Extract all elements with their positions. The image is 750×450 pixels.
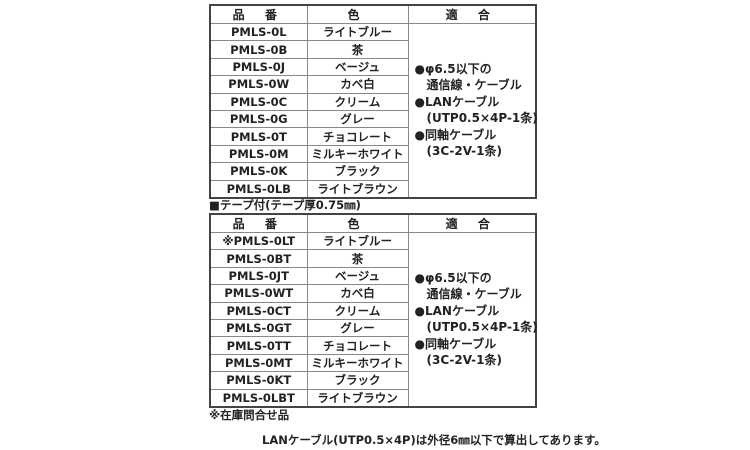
header-color: 色 [306, 4, 409, 24]
compatibility-line: ●φ6.5以下の [414, 270, 492, 285]
compatibility-line: (3C-2V-1条) [414, 353, 502, 368]
header-color: 色 [306, 213, 409, 233]
compatibility-line: 通信線・ケーブル [414, 287, 522, 302]
product-code: PMLS-0WT [209, 284, 308, 303]
product-color: クリーム [306, 92, 409, 111]
table-row: PMLS-0LBT ライトブラウン [209, 388, 536, 408]
table-row: PMLS-0WT カベ白 [209, 284, 536, 303]
product-color: 茶 [306, 249, 409, 268]
product-color: ミルキーホワイト [306, 353, 409, 373]
compatibility-line: (UTP0.5×4P-1条) [414, 320, 538, 335]
table-row: PMLS-0C クリーム [209, 92, 536, 111]
product-code: PMLS-0J [209, 57, 308, 77]
product-color: カベ白 [306, 284, 409, 303]
product-code: PMLS-0C [209, 92, 308, 111]
product-color: クリーム [306, 301, 409, 320]
product-color: ライトブラウン [306, 388, 409, 408]
table-row: PMLS-0K ブラック [209, 162, 536, 181]
compatibility-line: ●LANケーブル [414, 94, 500, 109]
product-code: PMLS-0L [209, 22, 308, 42]
compatibility-line: ●φ6.5以下の [414, 61, 492, 76]
compatibility-line: (UTP0.5×4P-1条) [414, 111, 538, 126]
product-color: ミルキーホワイト [306, 144, 409, 164]
compatibility-cell: ●φ6.5以下の 通信線・ケーブル ●LANケーブル (UTP0.5×4P-1条)… [407, 22, 538, 199]
table-row: PMLS-0CT クリーム [209, 301, 536, 320]
tape-caption: ■テープ付(テープ厚0.75㎜) [209, 198, 361, 212]
lan-note: LANケーブル(UTP0.5×4P)は外径6㎜以下で算出してあります。 [262, 433, 606, 447]
product-color: グレー [306, 318, 409, 338]
table-row: PMLS-0T チョコレート [209, 127, 536, 146]
product-code: PMLS-0JT [209, 266, 308, 286]
product-table-tape: 品 番 色 適 合 ※PMLS-0LT ライトブルー ●φ6.5以下の 通信線・ケー… [209, 213, 538, 408]
table-row: PMLS-0MT ミルキーホワイト [209, 353, 536, 373]
product-color: チョコレート [306, 127, 409, 146]
product-table-standard: 品 番 色 適 合 PMLS-0L ライトブルー ●φ6.5以下の 通信線・ケーブル… [209, 4, 538, 199]
table-row: PMLS-0G グレー [209, 109, 536, 129]
product-color: ベージュ [306, 266, 409, 286]
product-color: チョコレート [306, 336, 409, 355]
product-code: PMLS-0M [209, 144, 308, 164]
compatibility-cell: ●φ6.5以下の 通信線・ケーブル ●LANケーブル (UTP0.5×4P-1条)… [407, 231, 538, 408]
header-fit: 適 合 [407, 213, 537, 233]
table-row: PMLS-0TT チョコレート [209, 336, 536, 355]
product-code: PMLS-0T [209, 127, 308, 146]
compatibility-line: 通信線・ケーブル [414, 78, 522, 93]
compatibility-line: ●同軸ケーブル [414, 127, 497, 142]
product-code: PMLS-0CT [209, 301, 308, 320]
product-color: グレー [306, 109, 409, 129]
compatibility-line: ●LANケーブル [414, 303, 500, 318]
product-code: PMLS-0TT [209, 336, 308, 355]
compatibility-line: ●同軸ケーブル [414, 336, 497, 351]
product-color: ブラック [306, 162, 409, 181]
product-code: PMLS-0LBT [209, 388, 308, 408]
table-row: PMLS-0L ライトブルー ●φ6.5以下の 通信線・ケーブル ●LANケーブル (… [209, 22, 538, 199]
product-code: PMLS-0LB [209, 179, 308, 199]
product-color: カベ白 [306, 75, 409, 94]
product-code: PMLS-0KT [209, 371, 308, 390]
product-code: PMLS-0W [209, 75, 308, 94]
compatibility-line: (3C-2V-1条) [414, 144, 502, 159]
header-code: 品 番 [209, 213, 308, 233]
product-code: PMLS-0B [209, 40, 308, 59]
header-code: 品 番 [209, 4, 308, 24]
product-code: PMLS-0GT [209, 318, 308, 338]
product-color: ベージュ [306, 57, 409, 77]
product-color: 茶 [306, 40, 409, 59]
table-row: ※PMLS-0LT ライトブルー ●φ6.5以下の 通信線・ケーブル ●LANケーブル… [209, 231, 538, 408]
product-code: PMLS-0BT [209, 249, 308, 268]
product-color: ブラック [306, 371, 409, 390]
table-row: PMLS-0KT ブラック [209, 371, 536, 390]
product-color: ライトブラウン [306, 179, 409, 199]
footnote: ※在庫問合せ品 [209, 408, 290, 422]
product-color: ライトブルー [306, 22, 409, 42]
table-row: PMLS-0LB ライトブラウン [209, 179, 536, 199]
product-code: PMLS-0G [209, 109, 308, 129]
product-code: PMLS-0MT [209, 353, 308, 373]
header-fit: 適 合 [407, 4, 537, 24]
product-code: PMLS-0K [209, 162, 308, 181]
product-code: ※PMLS-0LT [209, 231, 308, 251]
product-color: ライトブルー [306, 231, 409, 251]
